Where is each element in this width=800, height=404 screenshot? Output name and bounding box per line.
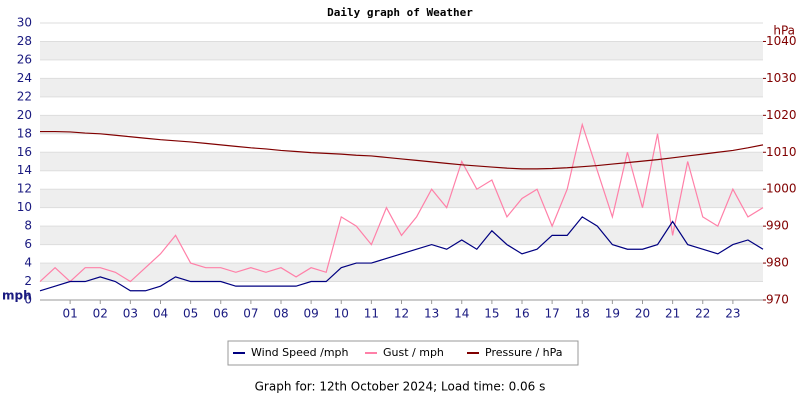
grid-band: [40, 115, 763, 134]
grid-band: [40, 41, 763, 60]
y-tick-label: 22: [17, 89, 32, 103]
grid-band: [40, 78, 763, 97]
grid-band: [40, 152, 763, 171]
x-tick-label: 05: [183, 307, 198, 321]
y-tick-label: 20: [17, 108, 32, 122]
y-tick-label: 2: [24, 274, 32, 288]
y-tick-label: 30: [17, 16, 32, 30]
series-line: [40, 130, 764, 170]
x-tick-label: 16: [514, 307, 529, 321]
grid-band: [40, 189, 763, 208]
y2-tick-label: 1010: [766, 145, 797, 159]
x-tick-label: 02: [93, 307, 108, 321]
x-tick-label: 15: [484, 307, 499, 321]
x-tick-label: 21: [665, 307, 680, 321]
y-tick-label: 8: [24, 219, 32, 233]
y-tick-label: 10: [17, 200, 32, 214]
series-line: [39, 122, 764, 283]
x-tick-label: 04: [153, 307, 168, 321]
x-tick-label: 19: [605, 307, 620, 321]
y2-tick-label: 1020: [766, 108, 797, 122]
legend-label: Pressure / hPa: [485, 346, 563, 359]
y2-axis-label: hPa: [773, 24, 795, 38]
x-tick-label: 12: [394, 307, 409, 321]
y2-tick-label: 990: [766, 219, 789, 233]
x-tick-label: 08: [273, 307, 288, 321]
y2-tick-label: 980: [766, 256, 789, 270]
x-tick-label: 06: [213, 307, 228, 321]
footer: Graph for: 12th October 2024; Load time:…: [255, 380, 546, 394]
y-tick-label: 12: [17, 182, 32, 196]
chart-title: Daily graph of Weather: [327, 6, 473, 19]
x-tick-label: 22: [695, 307, 710, 321]
x-tick-label: 09: [303, 307, 318, 321]
y-tick-label: 0: [24, 293, 32, 307]
y-tick-label: 26: [17, 52, 32, 66]
y-tick-label: 28: [17, 34, 32, 48]
x-tick-label: 07: [243, 307, 258, 321]
legend-label: Gust / mph: [383, 346, 444, 359]
x-tick-label: 11: [364, 307, 379, 321]
series-line: [39, 216, 764, 292]
x-tick-label: 18: [575, 307, 590, 321]
grid-band: [40, 263, 763, 282]
y-tick-label: 16: [17, 145, 32, 159]
x-tick-label: 03: [123, 307, 138, 321]
legend-box: [227, 340, 579, 366]
x-tick-label: 01: [62, 307, 77, 321]
x-tick-label: 20: [635, 307, 650, 321]
y2-tick-label: 1030: [766, 71, 797, 85]
y2-tick-label: 1040: [766, 34, 797, 48]
x-tick-label: 14: [454, 307, 469, 321]
x-tick-label: 10: [334, 307, 349, 321]
y-tick-label: 6: [24, 237, 32, 251]
y-tick-label: 24: [17, 71, 32, 85]
y-tick-label: 4: [24, 256, 32, 270]
x-tick-label: 17: [544, 307, 559, 321]
y-tick-label: 14: [17, 163, 32, 177]
y2-tick-label: 1000: [766, 182, 797, 196]
x-tick-label: 13: [424, 307, 439, 321]
y-axis-label: mph: [2, 289, 32, 303]
x-tick-label: 23: [725, 307, 740, 321]
legend-label: Wind Speed /mph: [251, 346, 349, 359]
y2-tick-label: 970: [766, 293, 789, 307]
y-tick-label: 18: [17, 126, 32, 140]
